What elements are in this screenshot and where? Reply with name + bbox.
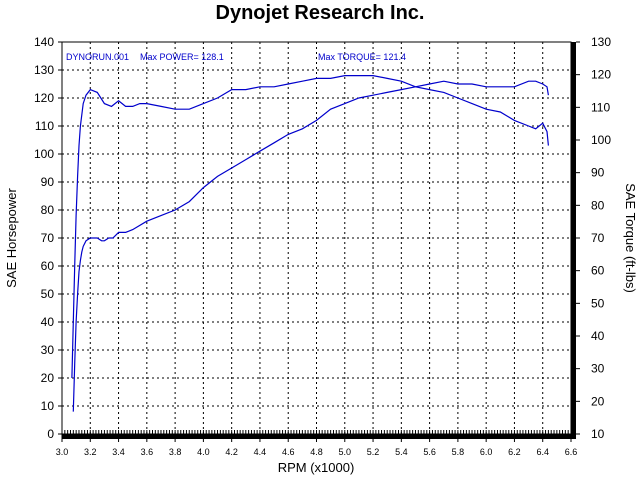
y-tick-label-left: 120 xyxy=(34,91,54,105)
y-tick-label-right: 30 xyxy=(591,362,605,376)
x-tick-label: 6.4 xyxy=(536,447,549,457)
y-tick-label-right: 120 xyxy=(591,68,611,82)
series-line-2 xyxy=(71,74,549,379)
y-tick-label-left: 130 xyxy=(34,63,54,77)
y-tick-label-right: 80 xyxy=(591,198,605,212)
x-tick-label: 3.6 xyxy=(141,447,154,457)
x-tick-label: 4.0 xyxy=(197,447,210,457)
x-tick-label: 3.2 xyxy=(84,447,97,457)
x-tick-label: 5.6 xyxy=(423,447,436,457)
y-tick-label-left: 0 xyxy=(47,427,54,441)
y-tick-label-right: 20 xyxy=(591,394,605,408)
chart-title: Dynojet Research Inc. xyxy=(215,2,425,24)
y-tick-label-left: 30 xyxy=(41,343,55,357)
y-tick-label-left: 40 xyxy=(41,315,55,329)
y-tick-label-right: 40 xyxy=(591,329,605,343)
x-tick-label: 3.0 xyxy=(56,447,69,457)
x-tick-label: 3.4 xyxy=(112,447,125,457)
x-tick-label: 4.4 xyxy=(254,447,267,457)
y-axis-label-right: SAE Torque (ft-lbs) xyxy=(623,183,638,293)
y-tick-label-left: 60 xyxy=(41,259,55,273)
y-tick-label-right: 110 xyxy=(591,100,610,114)
x-tick-label: 4.8 xyxy=(310,447,323,457)
max-torque-annotation: Max TORQUE= 121.4 xyxy=(318,52,406,62)
y-tick-label-left: 70 xyxy=(41,231,55,245)
y-tick-label-left: 110 xyxy=(35,119,54,133)
y-ticks-right: 10 20 30 40 50 60 70 80 90 100 110 120 130 xyxy=(576,35,611,441)
y-tick-label-right: 60 xyxy=(591,264,605,278)
y-tick-label-right: 10 xyxy=(591,427,605,441)
x-tick-label: 5.2 xyxy=(367,447,380,457)
x-tick-label: 4.2 xyxy=(225,447,238,457)
series-line-1 xyxy=(72,80,549,412)
y-tick-label-left: 10 xyxy=(41,399,55,413)
x-tick-label: 5.0 xyxy=(339,447,352,457)
x-tick-label: 5.8 xyxy=(452,447,465,457)
x-tick-label: 5.4 xyxy=(395,447,408,457)
max-power-annotation: Max POWER= 128.1 xyxy=(140,52,224,62)
y-tick-label-left: 140 xyxy=(34,35,54,49)
x-axis-label: RPM (x1000) xyxy=(278,460,355,475)
run-annotation: DYNORUN.001 xyxy=(66,52,129,62)
x-tick-label: 4.6 xyxy=(282,447,295,457)
y-tick-label-left: 90 xyxy=(41,175,55,189)
series-group xyxy=(71,74,549,412)
y-ticks-left: 0 10 20 30 40 50 60 70 80 90 100 110 120 130 140 xyxy=(34,35,62,441)
y-tick-label-left: 80 xyxy=(41,203,55,217)
x-ticks: 3.0 3.2 3.4 3.6 3.8 4.0 4.2 4.4 4.6 4.8 5.0 5.2 5.4 5… xyxy=(56,430,578,457)
y-tick-label-right: 130 xyxy=(591,35,611,49)
bottom-axis-bar xyxy=(62,434,576,439)
y-tick-label-right: 90 xyxy=(591,166,605,180)
y-tick-label-left: 20 xyxy=(41,371,55,385)
x-tick-label: 3.8 xyxy=(169,447,182,457)
x-tick-label: 6.2 xyxy=(508,447,521,457)
y-tick-label-left: 100 xyxy=(34,147,54,161)
y-axis-label-left: SAE Horsepower xyxy=(4,187,19,287)
x-tick-label: 6.0 xyxy=(480,447,493,457)
y-tick-label-right: 50 xyxy=(591,296,605,310)
right-axis-bar xyxy=(571,42,576,434)
y-tick-label-left: 50 xyxy=(41,287,55,301)
grid-lines xyxy=(62,42,571,434)
x-tick-label: 6.6 xyxy=(565,447,578,457)
y-tick-label-right: 70 xyxy=(591,231,605,245)
y-tick-label-right: 100 xyxy=(591,133,611,147)
